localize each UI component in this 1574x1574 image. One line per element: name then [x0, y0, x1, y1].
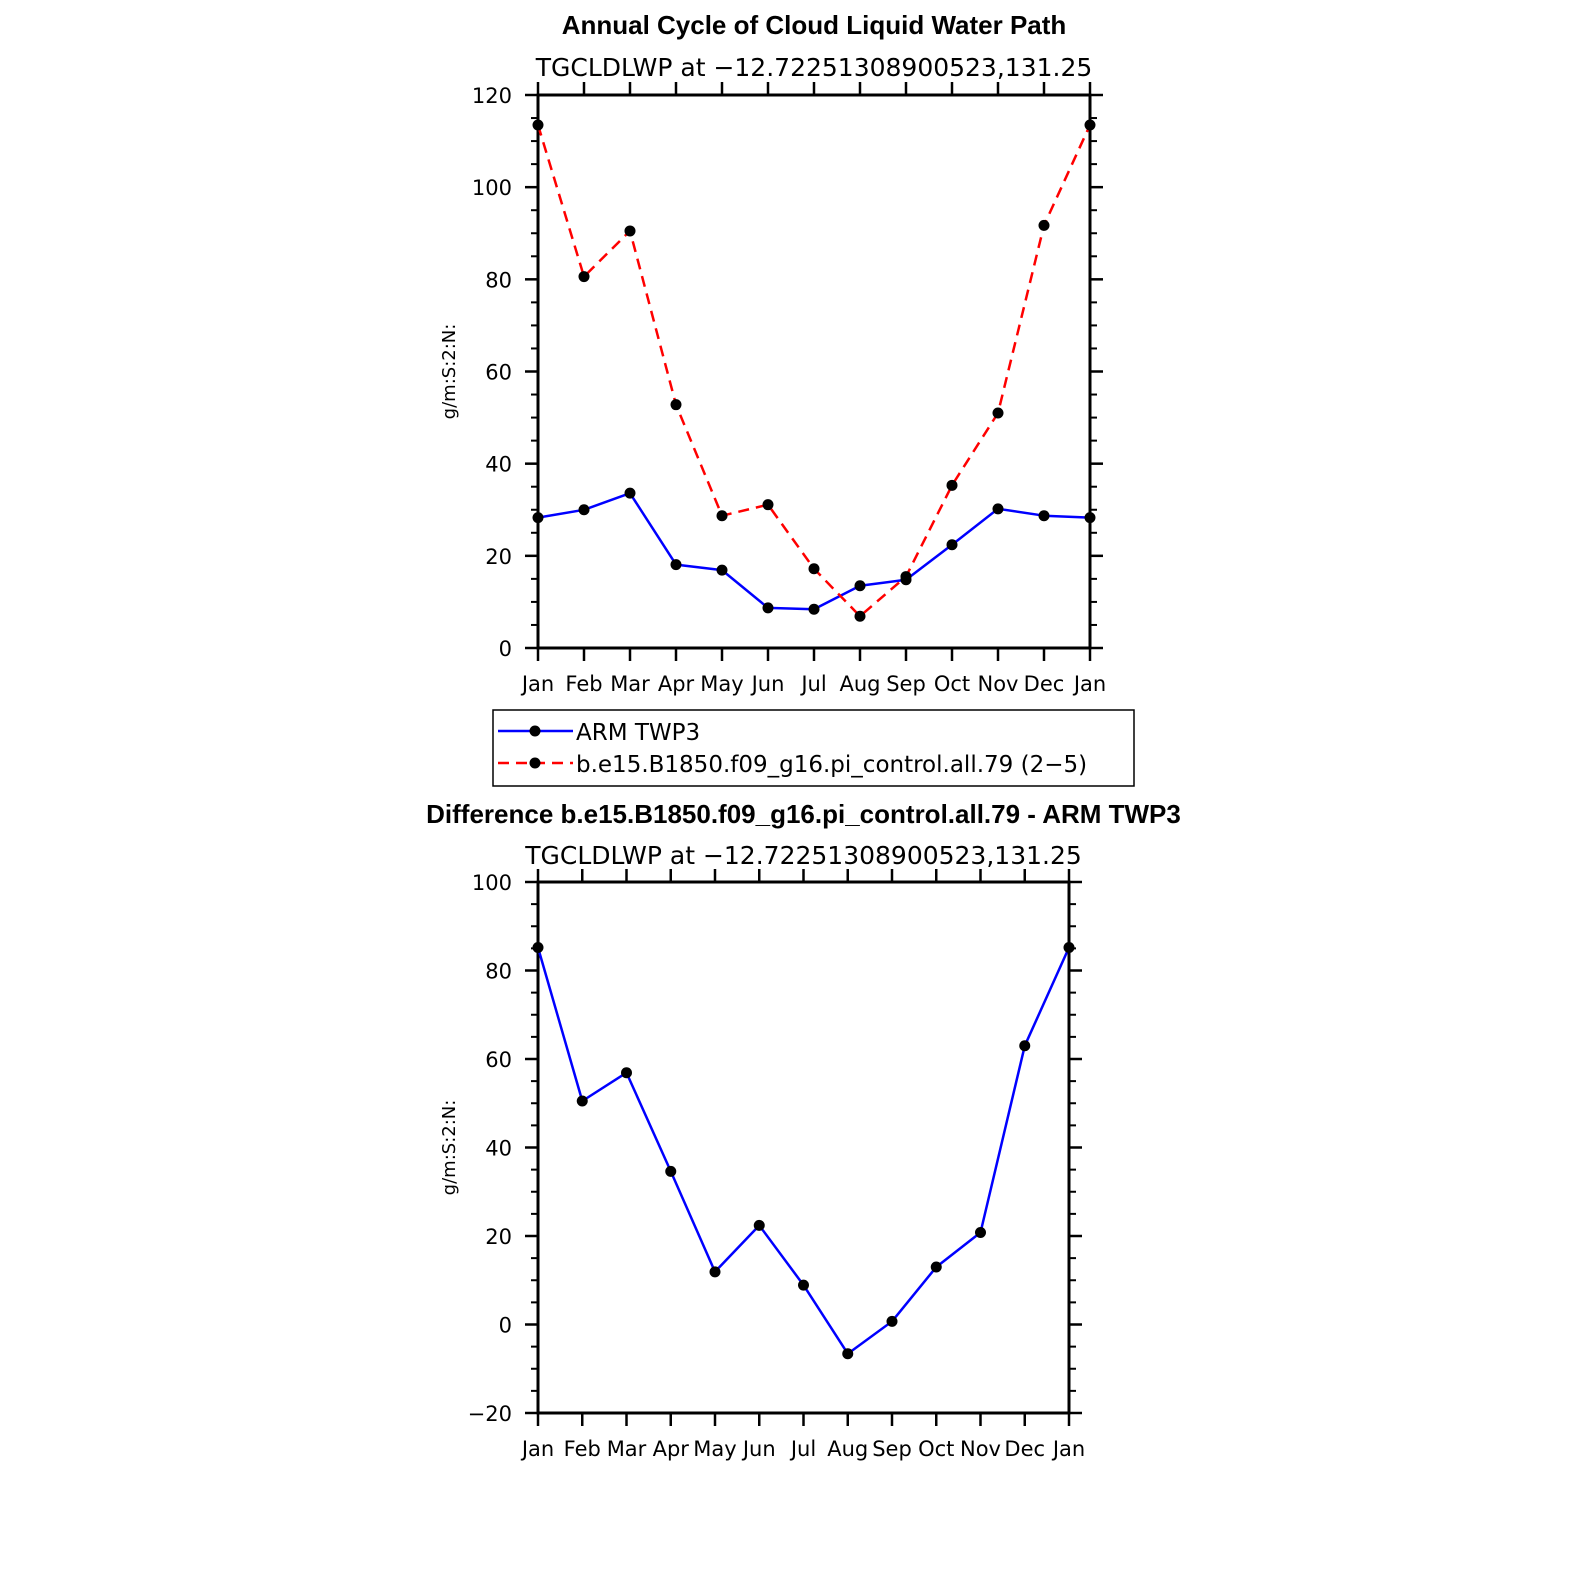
data-point	[532, 941, 544, 953]
legend-label-1: b.e15.B1850.f09_g16.pi_control.all.79 (2…	[576, 752, 1087, 778]
y-tick-label: 20	[485, 1225, 512, 1249]
x-tick-label: May	[700, 672, 743, 696]
y-tick-label: 40	[485, 1137, 512, 1161]
y-tick-label: 100	[472, 176, 512, 200]
x-tick-label: Aug	[839, 672, 880, 696]
x-tick-label: Aug	[827, 1437, 868, 1461]
x-tick-label: Feb	[564, 1437, 601, 1461]
x-tick-label: Nov	[978, 672, 1019, 696]
x-tick-label: Jun	[741, 1437, 776, 1461]
annual-cycle-chart: Annual Cycle of Cloud Liquid Water Path T…	[439, 10, 1135, 787]
series-line-0	[536, 946, 1071, 1355]
x-tick-label: Mar	[610, 672, 650, 696]
y-tick-label: 20	[485, 545, 512, 569]
x-tick-label: Dec	[1024, 672, 1065, 696]
data-point	[716, 510, 728, 522]
x-tick-label: Jan	[1051, 1437, 1085, 1461]
x-tick-label: May	[693, 1437, 736, 1461]
legend: ARM TWP3 b.e15.B1850.f09_g16.pi_control.a…	[492, 709, 1135, 787]
data-point	[716, 564, 728, 576]
data-point	[1063, 941, 1075, 953]
data-point	[762, 499, 774, 511]
difference-chart: Difference b.e15.B1850.f09_g16.pi_contro…	[426, 799, 1181, 1461]
x-tick-label: Sep	[872, 1437, 912, 1461]
data-point	[946, 479, 958, 491]
data-point	[900, 571, 912, 583]
x-tick-label: Apr	[658, 672, 695, 696]
data-point	[854, 610, 866, 622]
data-point	[930, 1261, 942, 1273]
data-point	[992, 407, 1004, 419]
x-tick-label: Oct	[934, 672, 970, 696]
legend-box	[492, 709, 1135, 787]
data-point	[808, 603, 820, 615]
y-tick-label: 40	[485, 453, 512, 477]
data-point	[854, 580, 866, 592]
y-tick-label: −20	[468, 1402, 512, 1426]
data-point	[1038, 510, 1050, 522]
data-point	[624, 487, 636, 499]
data-point	[808, 563, 820, 575]
data-point	[992, 503, 1004, 515]
y-axis-label: g/m:S:2:N:	[439, 1100, 460, 1196]
data-point	[762, 602, 774, 614]
x-tick-label: Dec	[1004, 1437, 1045, 1461]
y-tick-label: 100	[472, 871, 512, 895]
legend-marker-1	[529, 757, 541, 769]
chart-title: Annual Cycle of Cloud Liquid Water Path	[562, 10, 1067, 40]
data-point	[670, 559, 682, 571]
plot-frame	[536, 880, 1071, 1415]
x-tick-label: Jul	[799, 672, 826, 696]
data-point	[578, 504, 590, 516]
y-tick-label: 80	[485, 268, 512, 292]
data-point	[946, 539, 958, 551]
data-point	[665, 1165, 677, 1177]
x-tick-label: Jan	[520, 672, 554, 696]
data-point	[709, 1266, 721, 1278]
data-point	[1019, 1040, 1031, 1052]
data-point	[621, 1067, 632, 1079]
y-tick-label: 60	[485, 1048, 512, 1072]
data-point	[798, 1279, 809, 1291]
y-axis-label: g/m:S:2:N:	[439, 324, 460, 420]
y-tick-label: 80	[485, 960, 512, 984]
chart-title: Difference b.e15.B1850.f09_g16.pi_contro…	[426, 799, 1181, 829]
x-tick-label: Oct	[918, 1437, 954, 1461]
legend-marker-0	[529, 725, 541, 737]
series-line-0	[537, 491, 1091, 611]
data-point	[670, 399, 682, 411]
data-point	[576, 1095, 588, 1107]
x-tick-label: Sep	[886, 672, 926, 696]
data-point	[1084, 119, 1096, 131]
x-tick-label: Jan	[1072, 672, 1106, 696]
x-tick-label: Jan	[520, 1437, 554, 1461]
y-tick-label: 120	[472, 84, 512, 108]
chart-subtitle: TGCLDLWP at −12.72251308900523,131.25	[535, 53, 1093, 82]
data-point	[1084, 512, 1096, 524]
data-point	[578, 271, 590, 283]
data-point	[842, 1348, 854, 1360]
y-tick-label: 0	[499, 637, 512, 661]
y-tick-label: 60	[485, 361, 512, 385]
data-point	[1038, 219, 1050, 231]
data-point	[532, 512, 544, 524]
x-tick-label: Jun	[750, 672, 785, 696]
data-point	[753, 1219, 765, 1231]
chart-subtitle: TGCLDLWP at −12.72251308900523,131.25	[524, 841, 1082, 870]
data-point	[975, 1226, 986, 1238]
data-point	[886, 1315, 898, 1327]
x-tick-label: Mar	[607, 1437, 647, 1461]
x-tick-label: Apr	[653, 1437, 690, 1461]
x-tick-label: Jul	[789, 1437, 816, 1461]
x-tick-label: Nov	[960, 1437, 1001, 1461]
x-tick-label: Feb	[565, 672, 602, 696]
data-point	[532, 119, 544, 131]
y-tick-label: 0	[499, 1314, 512, 1338]
data-point	[624, 225, 636, 237]
series-line-1	[536, 124, 1092, 618]
legend-label-0: ARM TWP3	[576, 720, 700, 746]
